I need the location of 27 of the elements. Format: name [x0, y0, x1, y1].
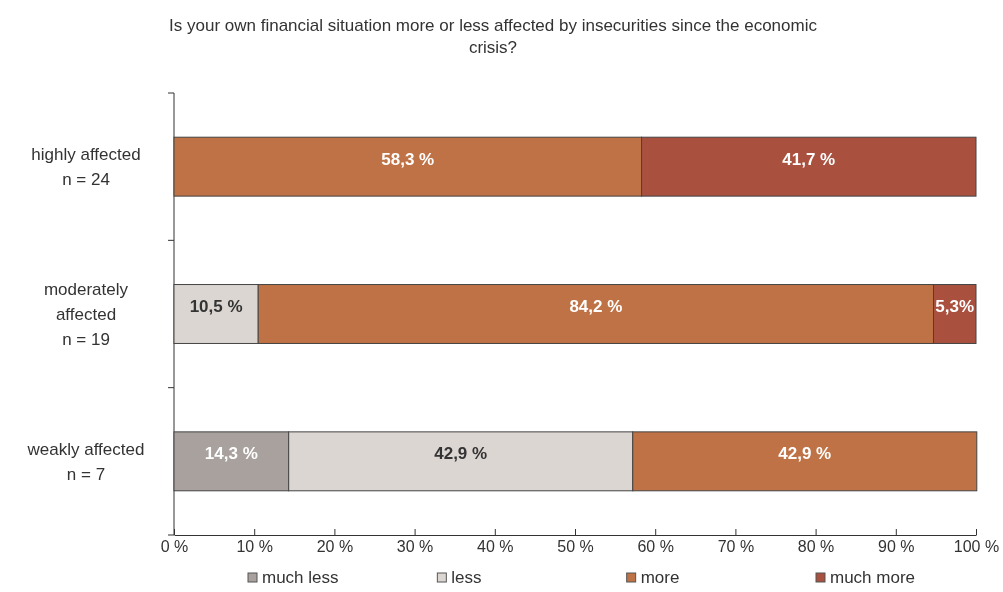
x-tick-label: 60 %: [637, 538, 674, 556]
data-label: 10,5 %: [189, 297, 243, 316]
data-label: 58,3 %: [381, 149, 435, 169]
x-tick-label: 90 %: [878, 538, 915, 556]
x-tick-label: 80 %: [797, 538, 835, 556]
x-tick-label: 0 %: [160, 538, 189, 556]
legend-label: much more: [830, 568, 916, 587]
legend-label: less: [451, 568, 482, 587]
chart-title: Is your own financial situation more or less affected by insecurities since the economic crisis?: [169, 16, 818, 57]
y-tick-label: weakly affected n = 7: [26, 439, 145, 484]
x-tick-label: 40 %: [477, 538, 514, 556]
data-label: 41,7 %: [782, 149, 836, 169]
x-tick-label: 20 %: [316, 538, 354, 556]
legend-label: much less: [262, 568, 339, 587]
x-tick-label: 70 %: [717, 538, 755, 556]
x-tick-label: 30 %: [396, 538, 434, 556]
data-label: 14,3 %: [204, 444, 258, 464]
x-tick-label: 50 %: [557, 538, 594, 556]
data-label: 42,9 %: [778, 444, 832, 464]
y-tick-label: highly affected n = 24: [31, 145, 141, 190]
legend-label: more: [640, 568, 680, 587]
x-tick-label: 100 %: [953, 538, 1000, 556]
x-tick-label: 10 %: [236, 538, 273, 556]
data-label: 42,9 %: [434, 444, 488, 464]
data-label: 84,2 %: [569, 297, 623, 316]
data-label: 5,3%: [935, 297, 975, 316]
y-tick-label: moderately affected n = 19: [43, 280, 129, 349]
